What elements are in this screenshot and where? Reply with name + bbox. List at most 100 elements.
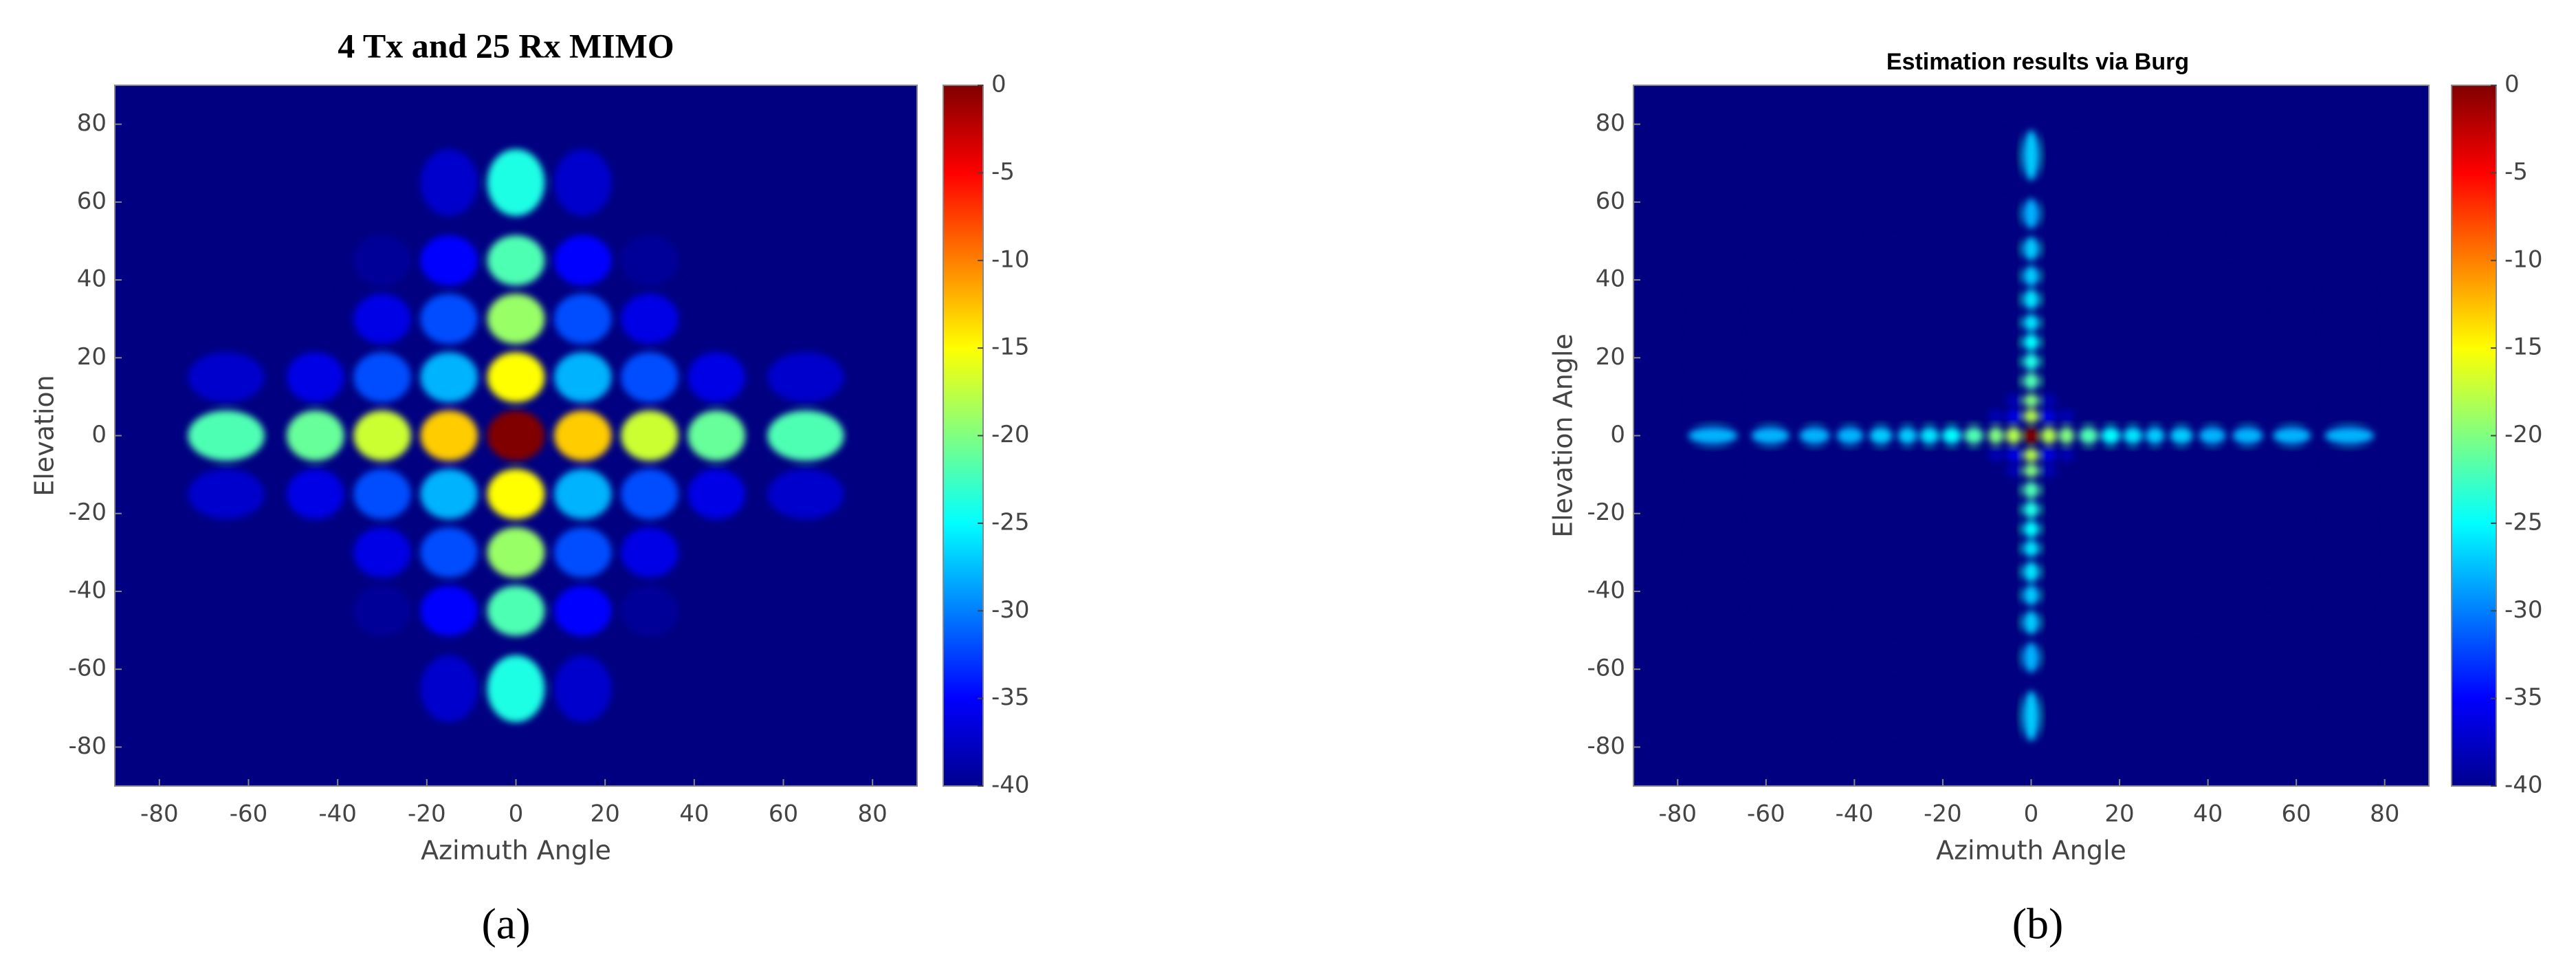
colorbar-tick-label: -30 — [2505, 596, 2543, 624]
heatmap-cell — [2005, 353, 2021, 371]
heatmap-cell — [1897, 448, 1917, 462]
heatmap-cell — [687, 585, 746, 636]
heatmap-cell — [2273, 448, 2311, 462]
heatmap-cell — [1799, 289, 1830, 309]
heatmap-cell — [2023, 481, 2039, 499]
heatmap-cell — [2145, 540, 2165, 557]
heatmap-cell — [1869, 198, 1893, 229]
x-tick-label: 0 — [2024, 800, 2039, 828]
heatmap-cell — [2199, 501, 2226, 519]
heatmap-cell — [2324, 562, 2375, 582]
heatmap-cell — [2058, 611, 2074, 635]
heatmap-cell — [2324, 373, 2375, 390]
heatmap-cell — [487, 527, 545, 578]
heatmap-cell — [553, 655, 612, 723]
heatmap-cell — [2232, 427, 2263, 444]
heatmap-cell — [487, 585, 545, 636]
heatmap-cell — [286, 527, 344, 578]
heatmap-cell — [1751, 130, 1790, 181]
heatmap-cell — [2199, 481, 2226, 499]
heatmap-cell — [2324, 393, 2375, 408]
heatmap-cell — [2273, 690, 2311, 741]
heatmap-cell — [2145, 237, 2165, 261]
heatmap-cell — [2101, 237, 2121, 261]
heatmap-cell — [420, 585, 478, 636]
heatmap-cell — [2023, 373, 2039, 390]
x-axis-label: Azimuth Angle — [421, 836, 611, 866]
heatmap-cell — [2324, 501, 2375, 519]
heatmap-cell — [1836, 448, 1864, 462]
heatmap-cell — [1919, 373, 1939, 390]
heatmap-cell — [2005, 130, 2021, 181]
heatmap-cell — [1964, 448, 1983, 462]
heatmap-cell — [1751, 409, 1790, 423]
heatmap-cell — [1836, 353, 1864, 371]
y-tick-label: 80 — [1596, 109, 1625, 137]
heatmap-cell — [353, 527, 411, 578]
heatmap-cell — [2005, 237, 2021, 261]
heatmap-cell — [2058, 314, 2074, 331]
heatmap-cell — [1941, 481, 1961, 499]
heatmap-cell — [1919, 521, 1939, 538]
heatmap-cell — [1688, 585, 1738, 606]
heatmap-cell — [353, 585, 411, 636]
heatmap-cell — [1688, 611, 1738, 635]
heatmap-cell — [1919, 265, 1939, 287]
x-tick-label: -60 — [1747, 800, 1785, 828]
heatmap-cell — [2273, 501, 2311, 519]
heatmap-cell — [487, 294, 545, 345]
heatmap-cell — [286, 585, 344, 636]
y-tick-label: -40 — [68, 576, 107, 604]
heatmap-cell — [2199, 690, 2226, 741]
heatmap-cell — [2058, 427, 2074, 444]
heatmap-cell — [1799, 237, 1830, 261]
heatmap-cell — [1988, 409, 2004, 423]
heatmap-cell — [420, 655, 478, 723]
colorbar-tick-label: -15 — [991, 334, 1030, 361]
heatmap-cell — [286, 352, 344, 403]
heatmap-cell — [1799, 373, 1830, 390]
heatmap-cell — [2199, 427, 2226, 444]
heatmap-cell — [553, 149, 612, 217]
heatmap-cell — [2023, 521, 2039, 538]
heatmap-cell — [2005, 501, 2021, 519]
heatmap-cell — [487, 352, 545, 403]
heatmap-cell — [2058, 690, 2074, 741]
heatmap-cell — [2324, 690, 2375, 741]
x-tick-label: -80 — [140, 800, 179, 828]
heatmap-cell — [1799, 521, 1830, 538]
heatmap-cell — [1688, 237, 1738, 261]
heatmap-cell — [420, 410, 478, 461]
heatmap-cell — [2123, 481, 2143, 499]
heatmap-cell — [1688, 393, 1738, 408]
heatmap-cell — [1941, 353, 1961, 371]
colorbar-tick-label: -20 — [991, 421, 1030, 448]
heatmap-cell — [2199, 463, 2226, 478]
heatmap-cell — [2170, 521, 2193, 538]
heatmap-cell — [1988, 562, 2004, 582]
heatmap-cell — [2145, 314, 2165, 331]
x-axis-label: Azimuth Angle — [1936, 836, 2126, 866]
heatmap-cell — [1919, 393, 1939, 408]
heatmap-cell — [1688, 448, 1738, 462]
heatmap-cell — [2023, 265, 2039, 287]
heatmap-cell — [621, 410, 679, 461]
heatmap-cell — [2170, 265, 2193, 287]
heatmap-cell — [1964, 409, 1983, 423]
x-tick-label: 80 — [858, 800, 888, 828]
heatmap-cell — [1897, 393, 1917, 408]
heatmap-cell — [2232, 409, 2263, 423]
heatmap-cell — [2232, 237, 2263, 261]
heatmap-cell — [2123, 393, 2143, 408]
heatmap-cell — [1919, 237, 1939, 261]
heatmap-cell — [420, 352, 478, 403]
heatmap-cell — [487, 235, 545, 286]
heatmap-cell — [353, 294, 411, 345]
heatmap-cell — [188, 655, 265, 723]
heatmap-cell — [2324, 481, 2375, 499]
colorbar-tick-label: -5 — [991, 158, 1015, 186]
heatmap-cell — [1799, 198, 1830, 229]
heatmap-cell — [188, 149, 265, 217]
